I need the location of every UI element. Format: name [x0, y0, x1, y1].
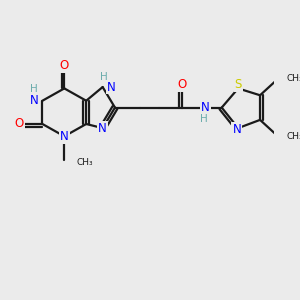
Text: O: O	[177, 78, 187, 91]
Text: H: H	[200, 114, 208, 124]
Text: N: N	[201, 101, 210, 114]
Text: O: O	[60, 58, 69, 72]
Text: N: N	[30, 94, 39, 107]
Text: S: S	[235, 78, 242, 91]
Text: O: O	[14, 118, 24, 130]
Text: CH₃: CH₃	[76, 158, 93, 167]
Text: H: H	[30, 84, 38, 94]
Text: N: N	[232, 123, 241, 136]
Text: N: N	[60, 130, 69, 143]
Text: N: N	[98, 122, 107, 135]
Text: CH₃: CH₃	[286, 132, 300, 141]
Text: H: H	[100, 73, 108, 82]
Text: CH₃: CH₃	[286, 74, 300, 83]
Text: N: N	[107, 80, 116, 94]
